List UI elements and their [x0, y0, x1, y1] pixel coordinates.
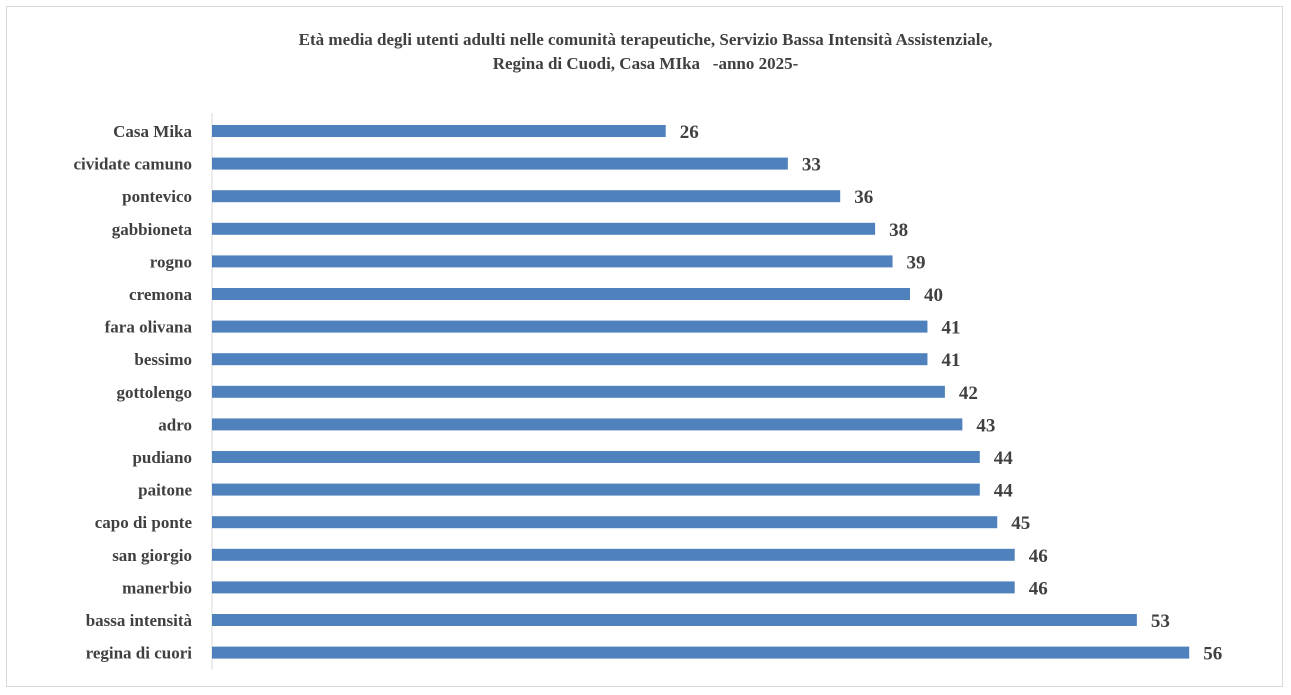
bar-5 — [212, 288, 910, 300]
data-label-8: 42 — [959, 383, 978, 404]
data-label-7: 41 — [941, 350, 960, 371]
chart-frame — [6, 6, 1283, 687]
category-label-5: cremona — [129, 285, 192, 304]
data-label-9: 43 — [976, 415, 995, 436]
bar-9 — [212, 418, 963, 431]
data-label-14: 46 — [1029, 578, 1048, 599]
data-label-2: 36 — [854, 187, 873, 208]
bar-3 — [212, 222, 876, 235]
category-label-4: rogno — [150, 252, 192, 271]
category-label-1: cividate camuno — [73, 155, 192, 174]
chart-title-line-2: Regina di Cuodi, Casa MIka -anno 2025- — [492, 54, 799, 73]
chart-title: Età media degli utenti adulti nelle comu… — [0, 28, 1291, 76]
data-label-4: 39 — [907, 252, 926, 273]
data-label-1: 33 — [802, 155, 821, 176]
category-label-12: capo di ponte — [95, 513, 193, 532]
bar-13 — [212, 548, 1015, 561]
bar-10 — [212, 451, 980, 463]
category-label-13: san giorgio — [112, 546, 192, 565]
data-label-11: 44 — [994, 481, 1014, 502]
category-label-14: manerbio — [122, 578, 192, 597]
category-label-11: paitone — [138, 481, 192, 500]
data-label-13: 46 — [1029, 546, 1048, 567]
bar-1 — [212, 157, 788, 170]
data-label-5: 40 — [924, 285, 943, 306]
category-label-7: bessimo — [134, 350, 192, 369]
bar-15 — [212, 614, 1137, 626]
bar-8 — [212, 385, 945, 398]
bar-12 — [212, 516, 998, 529]
bar-0 — [212, 125, 666, 137]
data-label-16: 56 — [1203, 644, 1222, 665]
bar-4 — [212, 255, 893, 268]
data-label-0: 26 — [680, 122, 699, 143]
bar-11 — [212, 483, 980, 496]
category-label-9: adro — [158, 415, 192, 434]
data-label-3: 38 — [889, 220, 908, 241]
category-label-6: fara olivana — [105, 318, 193, 337]
bar-7 — [212, 353, 928, 366]
category-label-3: gabbioneta — [112, 220, 193, 239]
data-label-12: 45 — [1011, 513, 1030, 534]
category-label-2: pontevico — [122, 187, 192, 206]
chart-title-line-1: Età media degli utenti adulti nelle comu… — [298, 30, 993, 49]
data-label-6: 41 — [941, 318, 960, 339]
bar-16 — [212, 646, 1190, 659]
category-label-16: regina di cuori — [86, 644, 193, 663]
bar-6 — [212, 320, 928, 333]
category-label-10: pudiano — [132, 448, 192, 467]
data-label-10: 44 — [994, 448, 1014, 469]
bar-14 — [212, 581, 1015, 594]
data-label-15: 53 — [1151, 611, 1170, 632]
category-label-0: Casa Mika — [113, 122, 192, 141]
bar-2 — [212, 190, 841, 203]
category-label-15: bassa intensità — [86, 611, 193, 630]
category-label-8: gottolengo — [116, 383, 192, 402]
